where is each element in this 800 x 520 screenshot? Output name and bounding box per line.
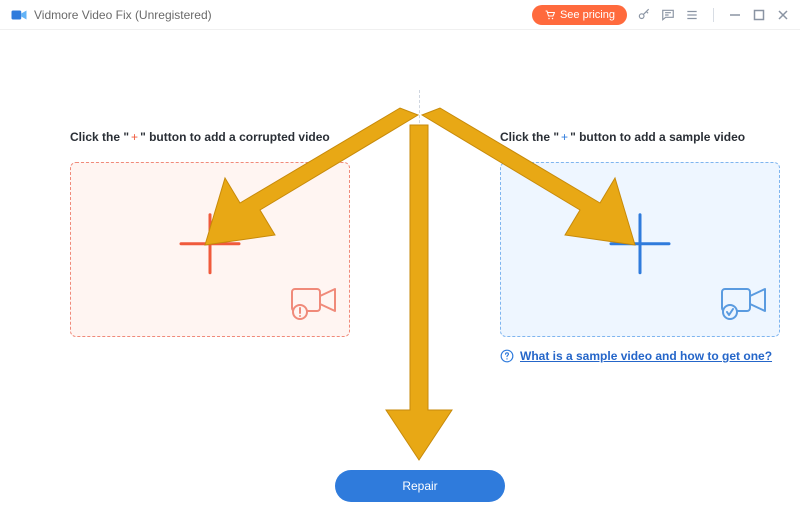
cart-icon bbox=[544, 9, 556, 21]
app-logo-icon bbox=[10, 6, 28, 24]
see-pricing-button[interactable]: See pricing bbox=[532, 5, 627, 25]
repair-label: Repair bbox=[402, 479, 437, 493]
plus-inline-icon: + bbox=[559, 130, 570, 144]
app-title: Vidmore Video Fix (Unregistered) bbox=[34, 8, 212, 22]
sample-instruction: Click the "+" button to add a sample vid… bbox=[500, 130, 790, 144]
add-sample-plus-icon bbox=[605, 208, 675, 283]
instr-text: Click the " bbox=[70, 130, 129, 144]
add-corrupted-video-dropzone[interactable] bbox=[70, 162, 350, 337]
instr-text: Click the " bbox=[500, 130, 559, 144]
titlebar-separator bbox=[713, 8, 714, 22]
instr-text: " button to add a sample video bbox=[570, 130, 745, 144]
help-icon bbox=[500, 349, 514, 366]
help-row: What is a sample video and how to get on… bbox=[500, 349, 790, 366]
sample-video-panel: Click the "+" button to add a sample vid… bbox=[500, 130, 790, 366]
close-button[interactable] bbox=[776, 8, 790, 22]
sample-video-help-link[interactable]: What is a sample video and how to get on… bbox=[520, 349, 772, 363]
sample-camera-icon bbox=[721, 285, 767, 326]
corrupted-video-panel: Click the "+" button to add a corrupted … bbox=[70, 130, 360, 337]
add-corrupted-plus-icon bbox=[175, 208, 245, 283]
corrupted-camera-icon bbox=[291, 285, 337, 326]
plus-inline-icon: + bbox=[129, 130, 140, 144]
minimize-button[interactable] bbox=[728, 8, 742, 22]
feedback-icon[interactable] bbox=[661, 8, 675, 22]
main-area: Click the "+" button to add a corrupted … bbox=[0, 30, 800, 520]
corrupted-instruction: Click the "+" button to add a corrupted … bbox=[70, 130, 360, 144]
repair-button[interactable]: Repair bbox=[335, 470, 505, 502]
maximize-button[interactable] bbox=[752, 8, 766, 22]
see-pricing-label: See pricing bbox=[560, 9, 615, 21]
add-sample-video-dropzone[interactable] bbox=[500, 162, 780, 337]
menu-icon[interactable] bbox=[685, 8, 699, 22]
key-icon[interactable] bbox=[637, 8, 651, 22]
instr-text: " button to add a corrupted video bbox=[140, 130, 330, 144]
title-bar: Vidmore Video Fix (Unregistered) See pri… bbox=[0, 0, 800, 30]
vertical-divider bbox=[419, 90, 420, 450]
